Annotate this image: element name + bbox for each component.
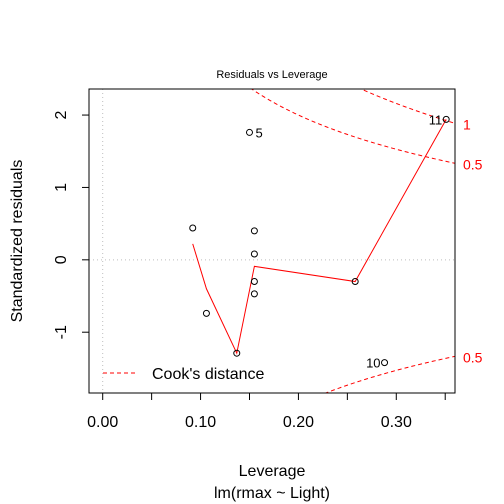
y-tick-label: 2 <box>53 111 70 120</box>
legend: Cook's distance <box>103 366 265 383</box>
reference-lines <box>89 89 455 393</box>
x-tick-label: 0.00 <box>87 414 118 431</box>
point-label-5: 5 <box>255 125 262 140</box>
data-point-3 <box>233 349 241 357</box>
cook-contour-1-upper <box>360 89 455 124</box>
y-tick-label: 1 <box>53 183 70 192</box>
data-point-6 <box>250 250 258 258</box>
data-point-10 <box>381 359 389 367</box>
data-point-2 <box>202 309 210 317</box>
cook-level-labels: 1 0.5 0.5 <box>463 116 483 365</box>
cook-level-label-0-5-upper: 0.5 <box>463 156 483 172</box>
cook-level-label-0-5-lower: 0.5 <box>463 349 483 365</box>
x-axis-label: Leverage <box>239 463 306 480</box>
smooth-line <box>192 119 447 355</box>
y-axis-label: Standardized residuals <box>9 160 26 323</box>
x-tick-label: 0.30 <box>381 414 412 431</box>
smooth-line-group <box>192 119 447 355</box>
y-axis: -1 0 1 2 <box>53 111 90 339</box>
point-labels: 5 10 11 <box>255 112 442 370</box>
data-point-1 <box>189 224 197 232</box>
cook-level-label-1: 1 <box>463 116 471 132</box>
x-tick-label: 0.10 <box>185 414 216 431</box>
cook-distance-contours <box>250 89 455 393</box>
x-axis: 0.00 0.10 0.20 0.30 <box>87 392 446 431</box>
data-point-11 <box>442 115 450 123</box>
legend-label: Cook's distance <box>152 366 265 383</box>
data-point-8 <box>250 290 258 298</box>
data-point-9 <box>351 278 359 286</box>
plot-frame <box>88 88 456 394</box>
data-point-5 <box>250 227 258 235</box>
y-tick-label: 0 <box>53 255 70 264</box>
data-point-4 <box>245 128 253 136</box>
cook-contour-0-5-upper <box>250 89 455 164</box>
point-label-11: 11 <box>429 112 443 127</box>
model-formula: lm(rmax ~ Light) <box>214 485 330 502</box>
y-tick-label: -1 <box>53 325 70 339</box>
data-point-7 <box>250 278 258 286</box>
point-label-10: 10 <box>366 356 380 371</box>
data-points <box>189 115 450 367</box>
x-tick-label: 0.20 <box>283 414 314 431</box>
chart-title: Residuals vs Leverage <box>216 69 327 81</box>
